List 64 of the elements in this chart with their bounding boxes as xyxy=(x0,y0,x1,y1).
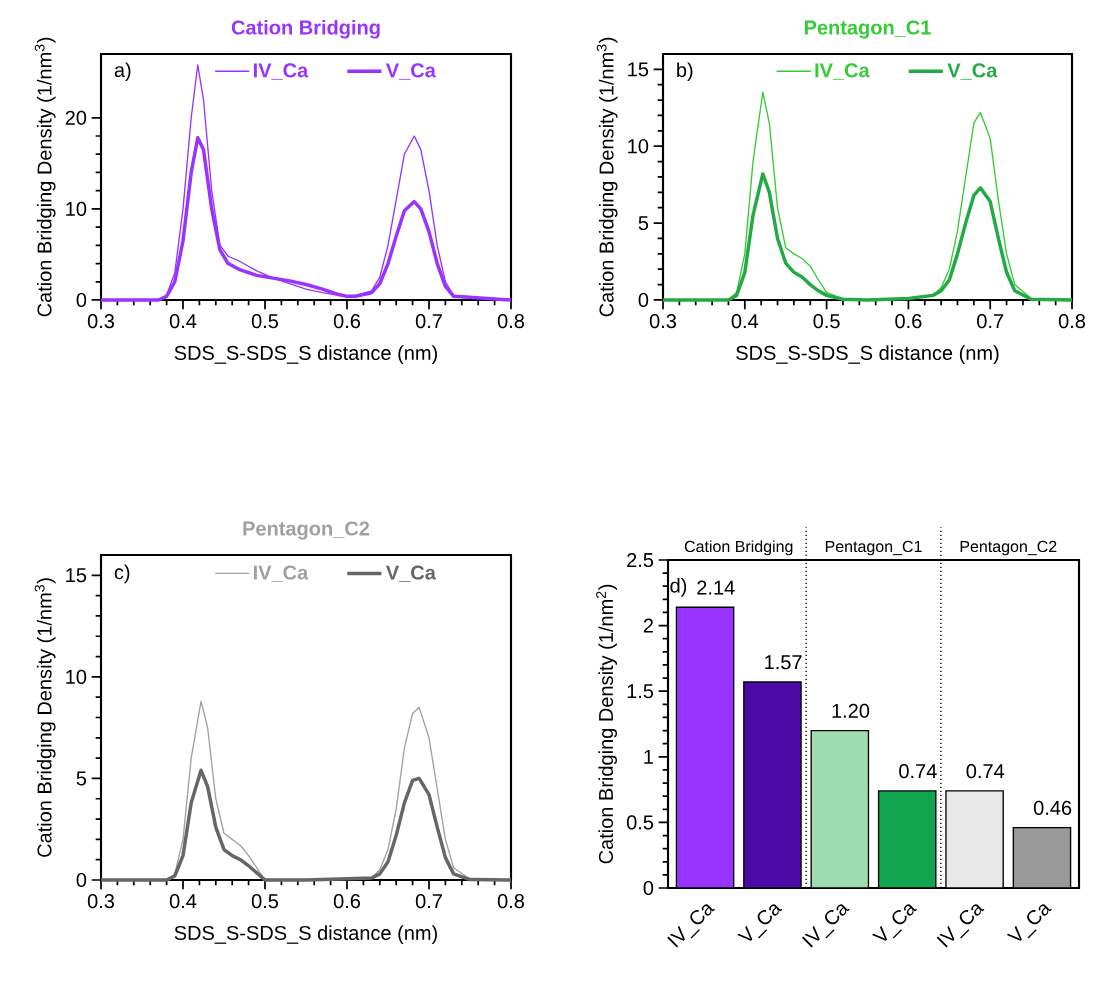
x-tick-label: 0.7 xyxy=(415,894,442,909)
x-axis-title: SDS_S-SDS_S distance (nm) xyxy=(174,925,437,944)
x-tick-label: 0.8 xyxy=(1058,314,1086,329)
x-tick-label: 0.3 xyxy=(87,314,115,329)
data-label: 0.46 xyxy=(1033,800,1072,815)
x-tick-label: 0.3 xyxy=(87,894,115,909)
data-label: 2.14 xyxy=(697,580,735,595)
y-tick-label: 10 xyxy=(628,139,649,154)
y-tick-label: 15 xyxy=(66,568,87,583)
x-tick-label: 0.4 xyxy=(169,314,197,329)
x-tick-label: 0.8 xyxy=(497,314,525,329)
y-tick-label: 2.5 xyxy=(627,552,654,568)
x-tick-label: 0.4 xyxy=(731,314,759,329)
y-tick-label: 0 xyxy=(643,880,654,896)
annotation: b) xyxy=(677,62,693,82)
x-tick-label: 0.7 xyxy=(415,314,442,329)
text: Cation Bridging xyxy=(684,540,793,556)
text: Pentagon_C2 xyxy=(960,540,1057,556)
chart-title: Pentagon_C1 xyxy=(804,20,931,39)
x-tick-label: 0.5 xyxy=(813,314,840,329)
y-tick-label: 2 xyxy=(643,618,653,633)
y-tick-label: 5 xyxy=(76,771,87,786)
y-axis-title: Cation Bridging Density (1/nm$^{3}$) xyxy=(596,37,618,317)
x-tick-label: 0.8 xyxy=(497,894,525,909)
y-tick-label: 10 xyxy=(66,201,87,216)
annotation: d) xyxy=(670,578,687,597)
x-tick-label: 0.6 xyxy=(333,314,361,329)
x-tick-label: 0.7 xyxy=(977,314,1004,329)
legend-label: IV_Ca xyxy=(815,63,870,80)
x-tick-label: 0.5 xyxy=(251,894,279,909)
chart-title: Cation Bridging xyxy=(231,19,380,39)
y-tick-label: 0.5 xyxy=(626,815,654,830)
data-label: 1.57 xyxy=(765,655,802,670)
x-tick-label: 0.6 xyxy=(333,894,361,909)
y-tick-label: 10 xyxy=(66,669,87,684)
y-tick-label: 1.5 xyxy=(627,684,654,699)
legend-label: V_Ca xyxy=(385,63,436,80)
annotation: c) xyxy=(114,564,130,584)
y-tick-label: 1 xyxy=(644,749,653,764)
y-axis-title: Cation Bridging Density (1/nm$^{2}$) xyxy=(596,584,617,864)
y-tick-label: 20 xyxy=(65,110,87,125)
chart-title: Pentagon_C2 xyxy=(243,521,370,540)
y-axis-title: Cation Bridging Density (1/nm$^{3}$) xyxy=(34,578,56,857)
text: Pentagon_C1 xyxy=(825,540,922,556)
legend-label: V_Ca xyxy=(385,565,436,582)
legend-label: V_Ca xyxy=(947,63,998,80)
x-axis-title: SDS_S-SDS_S distance (nm) xyxy=(736,345,999,364)
legend-label: IV_Ca xyxy=(253,63,309,80)
x-tick-label: 0.3 xyxy=(649,314,677,329)
y-axis-title: Cation Bridging Density (1/nm$^{3}$) xyxy=(34,37,56,317)
data-label: 1.20 xyxy=(832,703,870,718)
x-tick-label: 0.4 xyxy=(169,894,197,909)
x-axis-title: SDS_S-SDS_S distance (nm) xyxy=(174,345,437,364)
y-tick-label: 0 xyxy=(76,872,87,888)
data-label: 0.74 xyxy=(899,764,937,779)
data-label: 0.74 xyxy=(966,764,1005,779)
y-tick-label: 0 xyxy=(76,292,87,308)
x-tick-label: 0.5 xyxy=(251,314,279,329)
annotation: a) xyxy=(114,62,131,82)
y-tick-label: 5 xyxy=(638,216,649,231)
legend-label: IV_Ca xyxy=(253,565,309,582)
y-tick-label: 15 xyxy=(628,62,649,77)
x-tick-label: 0.6 xyxy=(895,314,922,329)
y-tick-label: 0 xyxy=(638,292,649,308)
